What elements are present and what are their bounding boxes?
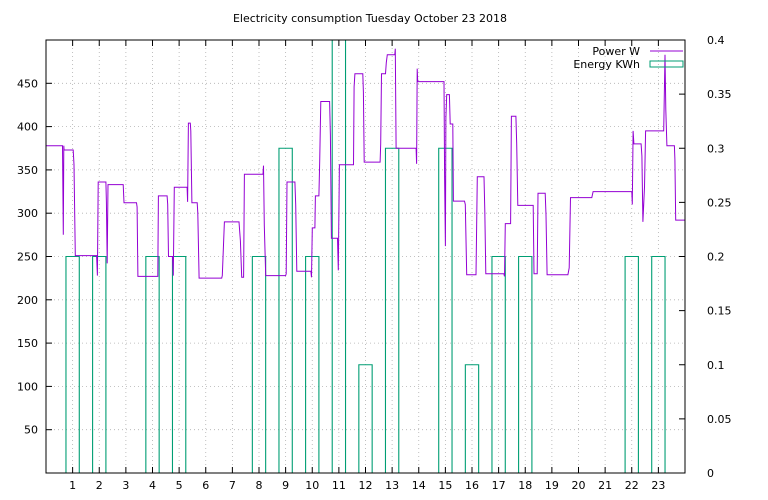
energy-bar [358, 364, 373, 473]
legend-label-power: Power W [592, 45, 640, 58]
x-tick-label: 21 [598, 479, 612, 492]
x-tick-label: 18 [518, 479, 532, 492]
y-left-tick-label: 100 [17, 380, 38, 393]
x-tick-label: 1 [69, 479, 76, 492]
legend: Power W Energy KWh [573, 45, 684, 71]
energy-bar [491, 255, 506, 473]
legend-swatch-energy [649, 60, 684, 68]
legend-label-energy: Energy KWh [573, 58, 640, 71]
x-tick-label: 4 [149, 479, 156, 492]
x-tick-label: 20 [572, 479, 586, 492]
y-right-tick-label: 0.15 [707, 305, 732, 318]
x-tick-label: 9 [282, 479, 289, 492]
x-tick-label: 14 [412, 479, 426, 492]
y-right-tick-label: 0.3 [707, 142, 725, 155]
x-tick-label: 3 [122, 479, 129, 492]
energy-bar [171, 255, 187, 473]
axes: 1 2 3 4 5 6 7 8 9 10 11 12 13 14 15 16 17 18 19 20 21 22 23501… [17, 34, 732, 492]
y-left-tick-label: 350 [17, 164, 38, 177]
x-tick-label: 8 [256, 479, 263, 492]
y-left-tick-label: 200 [17, 294, 38, 307]
energy-bar [651, 255, 666, 473]
energy-bar [92, 255, 107, 473]
x-tick-label: 2 [96, 479, 103, 492]
chart-title: Electricity consumption Tuesday October … [233, 12, 507, 25]
y-left-tick-label: 150 [17, 337, 38, 350]
x-tick-label: 17 [492, 479, 506, 492]
power-series [46, 48, 685, 279]
energy-bar [624, 255, 639, 473]
x-tick-label: 12 [359, 479, 373, 492]
energy-bar [251, 255, 267, 473]
y-left-tick-label: 250 [17, 251, 38, 264]
x-tick-label: 13 [385, 479, 399, 492]
y-right-tick-label: 0 [707, 467, 714, 480]
x-tick-label: 23 [651, 479, 665, 492]
x-tick-label: 5 [176, 479, 183, 492]
y-right-tick-label: 0.35 [707, 88, 732, 101]
energy-bar [65, 255, 80, 473]
energy-bar [518, 255, 533, 473]
x-tick-label: 19 [545, 479, 559, 492]
x-tick-label: 22 [625, 479, 639, 492]
y-right-tick-label: 0.2 [707, 251, 725, 264]
y-left-tick-label: 50 [24, 424, 38, 437]
y-left-tick-label: 400 [17, 121, 38, 134]
y-right-tick-label: 0.4 [707, 34, 725, 47]
energy-bar [384, 147, 400, 473]
x-tick-label: 10 [305, 479, 319, 492]
power-line [46, 48, 685, 279]
energy-bar [145, 255, 160, 473]
y-right-tick-label: 0.25 [707, 196, 732, 209]
y-right-tick-label: 0.05 [707, 413, 732, 426]
y-right-tick-label: 0.1 [707, 359, 725, 372]
x-tick-label: 7 [229, 479, 236, 492]
y-left-tick-label: 450 [17, 77, 38, 90]
energy-bar [464, 364, 480, 473]
y-left-tick-label: 300 [17, 207, 38, 220]
x-tick-label: 11 [332, 479, 346, 492]
energy-bar [278, 147, 293, 473]
x-tick-label: 6 [202, 479, 209, 492]
x-tick-label: 15 [438, 479, 452, 492]
x-tick-label: 16 [465, 479, 479, 492]
